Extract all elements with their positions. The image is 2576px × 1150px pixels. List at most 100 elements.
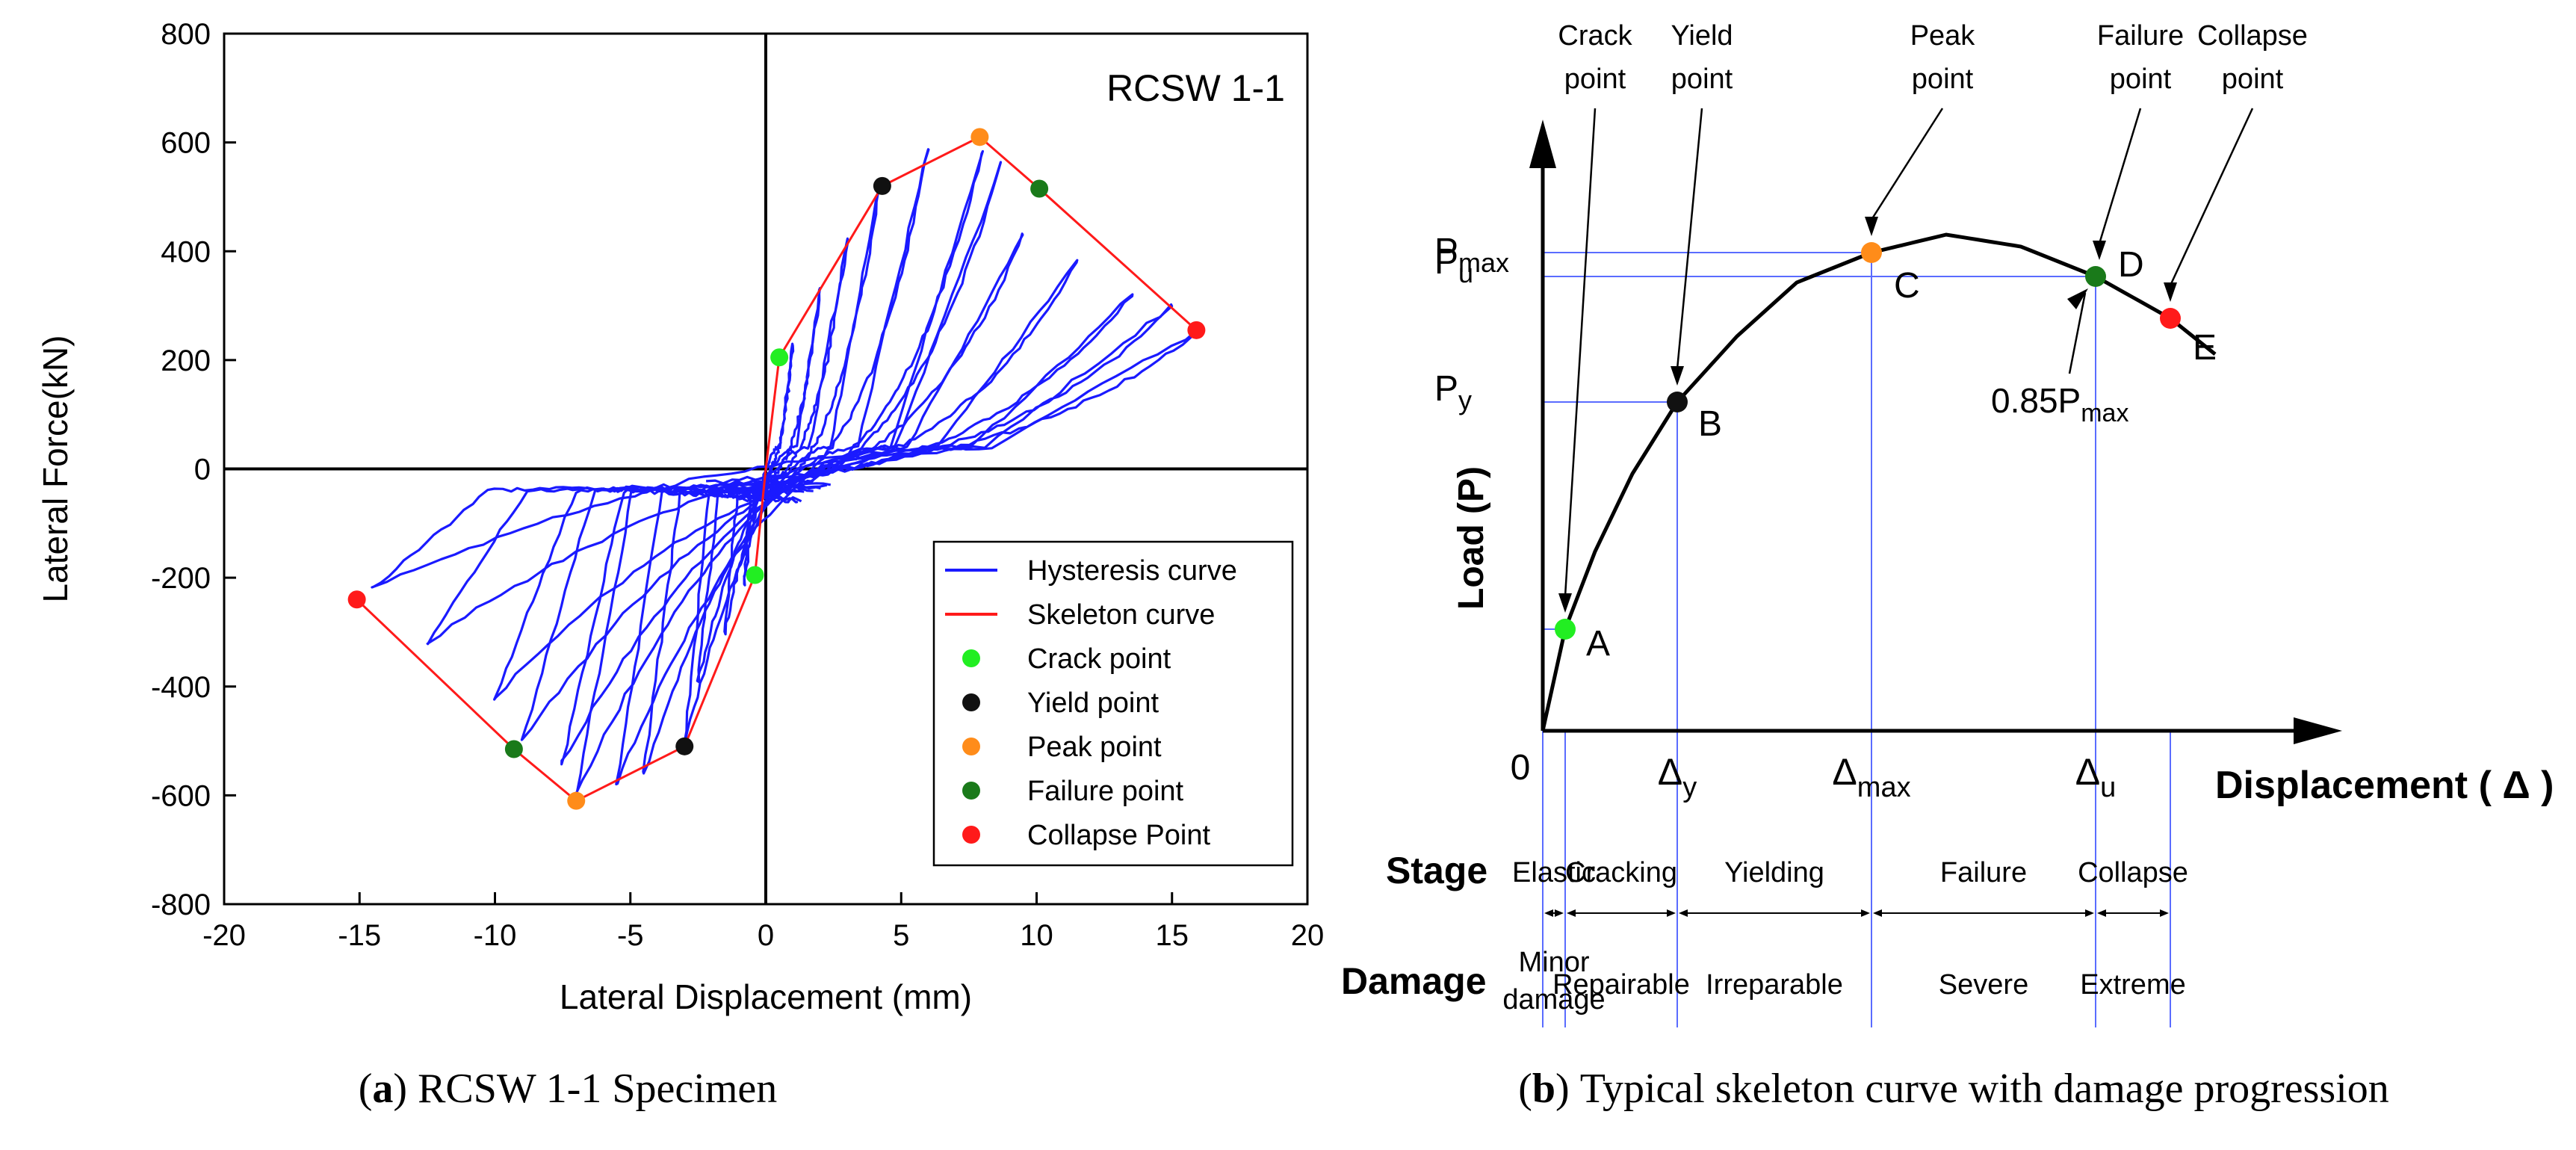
crack-point-marker [770, 348, 789, 367]
legend-label: Crack point [1027, 643, 1171, 675]
point-arrow-shaft [1870, 108, 1944, 220]
damage-label: Repairable [1552, 969, 1690, 1001]
x-mark: Δu [2075, 751, 2117, 803]
legend-label: Hysteresis curve [1027, 555, 1237, 587]
stage-label: Collapse [2078, 857, 2188, 888]
collapse-point-marker [1187, 321, 1206, 339]
yield-point-marker [675, 737, 694, 755]
x-axis-label: Displacement ( Δ ) [2215, 764, 2554, 807]
y-mark-base: P [1434, 232, 1458, 271]
point-letter: D [2118, 245, 2144, 285]
damage-label: Irreparable [1706, 969, 1843, 1001]
panel-b: A B C D E Crack point Yield point Peak point Failu… [1341, 20, 2554, 1112]
point-b-marker [1667, 392, 1688, 412]
point-arrow-shaft [1564, 108, 1597, 597]
stage-label: Yielding [1724, 857, 1824, 888]
point-arrow-head [2164, 282, 2177, 302]
caption-a-label: (a) [359, 1066, 407, 1112]
legend-swatch-marker [962, 649, 980, 667]
legend-swatch-marker [962, 782, 980, 800]
characteristic-points: A B C D E [1555, 242, 2217, 664]
point-label-line1: Crack [1558, 20, 1632, 52]
stage-arrow-left [2097, 909, 2106, 917]
stage-arrow-right [1861, 909, 1870, 917]
damage-label: Severe [1939, 969, 2028, 1001]
peak-point-marker [567, 791, 586, 810]
x-tick-label: 15 [1156, 919, 1189, 952]
stage-arrow-left [1567, 909, 1576, 917]
y-tick-label: -800 [151, 888, 211, 921]
x-tick-label: 20 [1291, 919, 1325, 952]
point-arrow-head [1558, 593, 1572, 613]
annotation-text: 0.85Pmax [1991, 381, 2128, 427]
skeleton-curve [356, 135, 1198, 803]
caption-b-text: Typical skeleton curve with damage progr… [1580, 1066, 2389, 1112]
damage-title: Damage [1341, 960, 1487, 1002]
point-letter: A [1586, 624, 1610, 664]
y-tick-label: 200 [161, 344, 211, 377]
legend-label: Peak point [1027, 732, 1162, 763]
point-letter: E [2193, 328, 2217, 368]
annotation-base: 0.85P [1991, 381, 2081, 420]
origin-label: 0 [1511, 748, 1531, 788]
panel-a: -20 -15 -10 -5 0 5 10 15 20 -800 -600 -400 -200 0 200 4… [36, 18, 1324, 1112]
caption-a: (a) RCSW 1-1 Specimen [359, 1066, 777, 1112]
legend-label: Yield point [1027, 687, 1159, 719]
y-axis-arrow [1529, 120, 1556, 168]
point-arrow-shaft [2169, 108, 2254, 286]
point-arrow-shaft [1676, 108, 1703, 370]
annotation-arrow-shaft [2068, 292, 2087, 374]
damage-label-line1: Minor [1518, 947, 1589, 978]
stage-table: Stage Damage Elastic Minor damage Cracking Rep… [1341, 850, 2188, 1015]
failure-annotation: 0.85Pmax [1991, 288, 2128, 427]
y-tick-label: -600 [151, 779, 211, 812]
legend-label: Skeleton curve [1027, 599, 1215, 631]
y-tick-label: 400 [161, 235, 211, 268]
point-label-line2: point [2222, 64, 2284, 95]
legend-label: Failure point [1027, 776, 1184, 807]
point-arrow-head [1671, 366, 1684, 386]
legend-box [932, 540, 1294, 867]
annotation-arrow-head [2067, 288, 2088, 309]
damage-label: Extreme [2080, 969, 2185, 1001]
x-tick-label: 10 [1020, 919, 1053, 952]
y-tick-label: 800 [161, 18, 211, 51]
point-label-line2: point [1671, 64, 1733, 95]
damage-label-line2: damage [1502, 984, 1605, 1015]
caption-a-text: RCSW 1-1 Specimen [418, 1066, 777, 1112]
point-arrow-head [1865, 217, 1878, 236]
x-mark-sub: max [1857, 772, 1911, 803]
legend-swatch-marker [962, 693, 980, 711]
x-tick-label: 5 [893, 919, 909, 952]
y-mark-sub: max [1458, 247, 1509, 278]
caption-b: (b) Typical skeleton curve with damage pr… [1518, 1066, 2389, 1112]
x-tick-label: -5 [617, 919, 644, 952]
failure-point-marker [504, 740, 523, 758]
y-mark: Pu [1434, 242, 1473, 288]
y-tick-label: -400 [151, 671, 211, 704]
y-tick-label: 600 [161, 127, 211, 160]
x-mark: Δmax [1832, 751, 1910, 803]
y-mark: Py [1434, 369, 1472, 415]
legend-swatch-marker [962, 738, 980, 755]
characteristic-points [347, 128, 1206, 810]
annotation-sub: max [2081, 399, 2128, 427]
x-mark-base: Δ [2075, 751, 2100, 793]
y-mark-sub: u [1458, 258, 1473, 288]
stage-arrow-left [1679, 909, 1688, 917]
point-arrow-head [2093, 241, 2106, 260]
y-tick-label: 0 [194, 454, 211, 486]
point-a-marker [1555, 619, 1576, 640]
legend-swatch-marker [962, 826, 980, 844]
point-e-marker [2160, 308, 2181, 329]
hysteresis-curves [371, 148, 1200, 796]
point-label-line1: Peak [1910, 20, 1976, 52]
stage-label: Cracking [1565, 857, 1677, 888]
hysteresis-loop [371, 327, 1200, 589]
x-tick-label: -10 [474, 919, 517, 952]
hysteresis-loop [696, 237, 849, 684]
stage-arrow-right [1555, 909, 1564, 917]
x-mark-base: Δ [1832, 751, 1857, 793]
